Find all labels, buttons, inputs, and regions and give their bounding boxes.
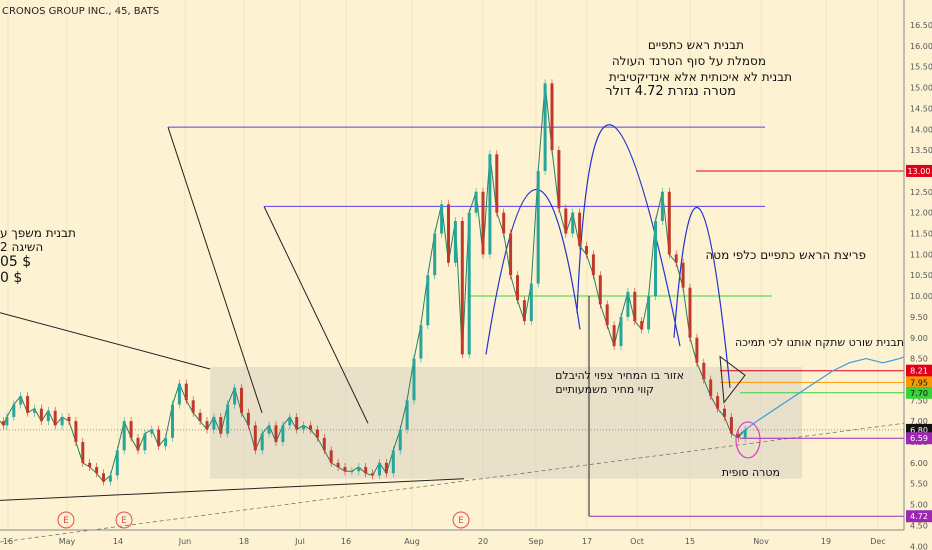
x-tick-label: 15 xyxy=(685,537,695,546)
y-tick-label: 4.00 xyxy=(910,542,928,550)
price-label: 4.72 xyxy=(910,512,928,521)
y-tick-label: 9.50 xyxy=(910,313,928,322)
price-label-box xyxy=(906,510,932,523)
left-note-3: 05 $ xyxy=(0,254,32,270)
price-label: 13.00 xyxy=(908,167,931,176)
x-tick-label: Sep xyxy=(528,537,543,546)
head-arc xyxy=(576,124,681,347)
hs-line4: מטרה נגזרת 4.72 דולר xyxy=(605,84,736,99)
x-tick-label: 17 xyxy=(582,537,592,546)
y-tick-label: 15.00 xyxy=(910,84,932,93)
left-note-2: השיגה 2 xyxy=(0,240,44,254)
y-tick-label: 8.50 xyxy=(910,355,928,364)
y-tick-label: 11.00 xyxy=(910,250,932,259)
y-tick-label: 11.50 xyxy=(910,230,932,239)
price-label-box xyxy=(906,386,932,399)
final-target-note: מטרה סופית xyxy=(721,466,780,479)
x-tick-label: 16 xyxy=(3,537,13,546)
y-tick-label: 9.00 xyxy=(910,334,928,343)
x-tick-label: Jun xyxy=(178,537,192,546)
left-note-4: 0 $ xyxy=(0,270,23,286)
x-tick-label: 19 xyxy=(821,537,831,546)
y-tick-label: 15.50 xyxy=(910,63,932,72)
x-tick-label: Dec xyxy=(870,537,885,546)
price-label-box xyxy=(906,164,932,177)
y-tick-label: 7.00 xyxy=(910,417,928,426)
price-label: 8.21 xyxy=(910,367,928,376)
hs-line3: תבנית לא איכותית אלא אינדיקטיבית xyxy=(608,70,792,84)
price-label: 6.59 xyxy=(910,434,928,443)
x-tick-label: 20 xyxy=(478,537,488,546)
x-tick-label: May xyxy=(59,537,76,546)
x-tick-label: 16 xyxy=(341,537,351,546)
chart-title: CRONOS GROUP INC., 45, BATS xyxy=(2,6,160,17)
y-tick-label: 16.00 xyxy=(910,42,932,51)
x-tick-label: 14 xyxy=(113,537,123,546)
price-series xyxy=(0,79,917,486)
projection-curve xyxy=(739,351,917,435)
diagonal-line-1 xyxy=(167,127,263,413)
price-label: 7.95 xyxy=(910,378,928,387)
y-tick-label: 12.50 xyxy=(910,188,932,197)
hs-title: תבנית ראש כתפיים xyxy=(647,38,744,52)
triangle-top-line xyxy=(0,312,211,370)
support-zone xyxy=(210,366,802,479)
event-marker xyxy=(115,511,133,529)
zone-note-2: קווי מחיר משמעותיים xyxy=(555,383,654,396)
diagonal-line-2 xyxy=(263,206,369,424)
pullback-note: תבנית שורט שתקח אותנו לכי תמיכה xyxy=(735,336,904,349)
y-tick-label: 5.50 xyxy=(910,480,928,489)
event-marker xyxy=(452,511,470,529)
price-labels: 13.00 8.21 7.95 7.70 6.806.59 4.72 xyxy=(906,164,932,523)
long-trendline xyxy=(0,422,905,543)
y-tick-label: 4.50 xyxy=(910,521,928,530)
event-marker-label: E xyxy=(63,516,69,526)
x-tick-label: Aug xyxy=(404,537,420,546)
y-tick-label: 14.00 xyxy=(910,125,932,134)
pullback-triangle xyxy=(719,355,746,404)
y-axis-panel xyxy=(904,0,932,550)
price-label: 6.80 xyxy=(910,426,928,435)
target-ellipse xyxy=(735,421,761,459)
y-tick-label: 12.00 xyxy=(910,209,932,218)
price-label-box xyxy=(906,376,932,389)
event-marker-label: E xyxy=(121,516,127,526)
drawing-lines xyxy=(0,124,905,543)
y-tick-label: 7.50 xyxy=(910,396,928,405)
price-label-box xyxy=(906,432,932,445)
hs-line2: מסמלת על סוף הטרנד העולה xyxy=(611,54,766,68)
price-label-box xyxy=(906,364,932,377)
triangle-bottom-line xyxy=(0,478,465,501)
x-tick-label: Jul xyxy=(294,537,305,546)
y-tick-label: 16.50 xyxy=(910,21,932,30)
y-tick-label: 5.00 xyxy=(910,501,928,510)
event-marker xyxy=(57,511,75,529)
y-tick-label: 13.50 xyxy=(910,146,932,155)
y-tick-label: 14.50 xyxy=(910,104,932,113)
price-label: 7.70 xyxy=(910,389,928,398)
x-tick-label: 18 xyxy=(239,537,249,546)
x-tick-label: Nov xyxy=(753,537,769,546)
y-tick-label: 10.50 xyxy=(910,271,932,280)
event-marker-label: E xyxy=(458,516,464,526)
x-tick-label: Oct xyxy=(630,537,644,546)
y-tick-label: 6.00 xyxy=(910,459,928,468)
y-tick-label: 10.00 xyxy=(910,292,932,301)
breakout-note: פריצת הראש כתפיים כלפי מטה xyxy=(705,248,866,262)
left-shoulder-arc xyxy=(485,189,581,355)
zone-note-1: אזור בו המחיר צפוי להיבלם xyxy=(555,369,684,382)
right-shoulder-arc xyxy=(673,207,731,388)
left-note-1: תבנית משפך ע xyxy=(0,226,76,240)
support-zone-box xyxy=(210,366,802,479)
